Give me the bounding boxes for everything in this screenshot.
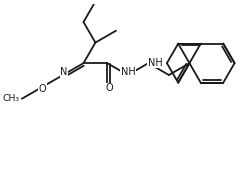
Text: O: O <box>105 83 113 93</box>
Text: NH: NH <box>121 67 136 77</box>
Text: NH: NH <box>148 58 163 68</box>
Text: CH₃: CH₃ <box>2 94 19 103</box>
Text: O: O <box>39 84 46 94</box>
Text: N: N <box>61 67 68 77</box>
